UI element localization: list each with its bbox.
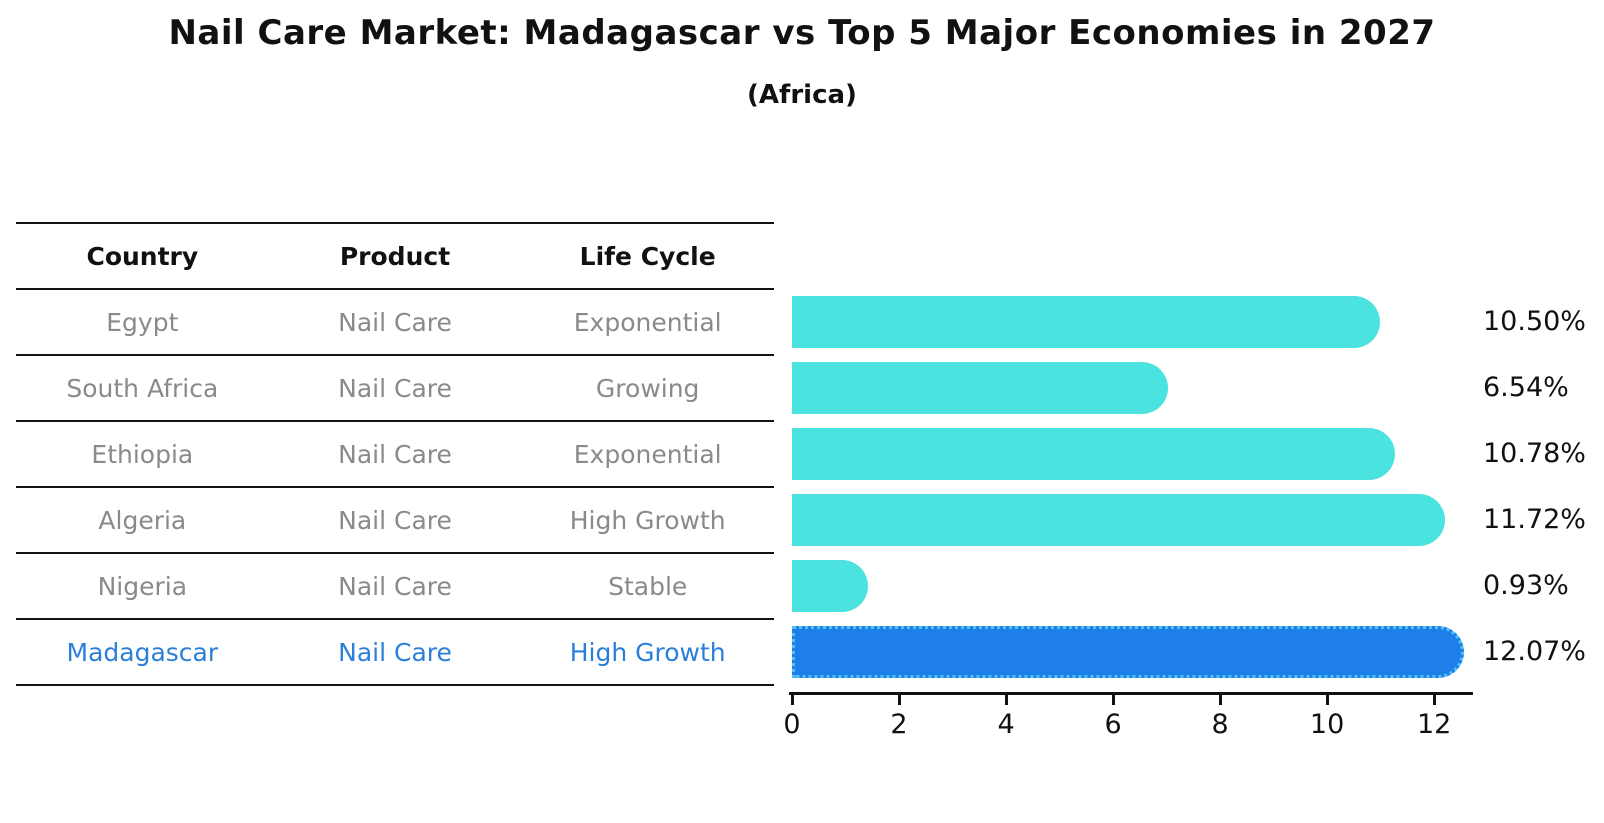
x-tick-mark-12 bbox=[1432, 695, 1436, 705]
x-tick-mark-10 bbox=[1325, 695, 1329, 705]
cell-life-cycle: Exponential bbox=[573, 307, 722, 337]
x-tick-label-8: 8 bbox=[1211, 709, 1229, 740]
table-row: South Africa Nail Care Growing bbox=[16, 356, 774, 422]
bar-ethiopia bbox=[792, 428, 1395, 480]
x-axis-line bbox=[789, 692, 1473, 695]
bar-plot: 10.50% 6.54% 10.78% 11.72% 0.93% 12.07% 0 2 4 6 8 1… bbox=[783, 271, 1586, 740]
cell-product: Nail Care bbox=[338, 373, 452, 403]
value-label-egypt: 10.50% bbox=[1483, 306, 1586, 337]
bar-egypt bbox=[792, 296, 1380, 348]
chart-subtitle: (Africa) bbox=[747, 80, 857, 110]
x-tick-mark-0 bbox=[790, 695, 794, 705]
value-label-algeria: 11.72% bbox=[1483, 504, 1586, 535]
value-label-nigeria: 0.93% bbox=[1483, 570, 1569, 601]
cell-product: Nail Care bbox=[338, 307, 452, 337]
cell-life-cycle: Stable bbox=[608, 571, 688, 601]
table-header-row: Country Product Life Cycle bbox=[16, 224, 774, 290]
cell-product: Nail Care bbox=[338, 439, 452, 469]
bar-nigeria bbox=[792, 560, 868, 612]
x-tick-label-0: 0 bbox=[783, 709, 801, 740]
x-tick-label-2: 2 bbox=[890, 709, 908, 740]
bar-south-africa bbox=[792, 362, 1168, 414]
cell-country: Algeria bbox=[98, 505, 187, 535]
value-label-madagascar: 12.07% bbox=[1483, 636, 1586, 667]
cell-life-cycle: High Growth bbox=[569, 637, 726, 667]
x-tick-mark-2 bbox=[897, 695, 901, 705]
cell-country: South Africa bbox=[66, 373, 219, 403]
x-tick-label-12: 12 bbox=[1416, 709, 1452, 740]
cell-country: Madagascar bbox=[66, 637, 219, 667]
x-tick-mark-4 bbox=[1004, 695, 1008, 705]
cell-country: Egypt bbox=[106, 307, 179, 337]
cell-product: Nail Care bbox=[338, 571, 452, 601]
table-row: Nigeria Nail Care Stable bbox=[16, 554, 774, 620]
bar-madagascar bbox=[792, 626, 1464, 678]
x-tick-label-6: 6 bbox=[1104, 709, 1122, 740]
country-table: Country Product Life Cycle Egypt Nail Ca… bbox=[16, 222, 774, 686]
table-row: Ethiopia Nail Care Exponential bbox=[16, 422, 774, 488]
cell-product: Nail Care bbox=[338, 505, 452, 535]
x-tick-mark-6 bbox=[1111, 695, 1115, 705]
x-tick-label-10: 10 bbox=[1309, 709, 1345, 740]
chart-title: Nail Care Market: Madagascar vs Top 5 Ma… bbox=[168, 13, 1436, 53]
cell-product: Nail Care bbox=[338, 637, 452, 667]
column-header-life-cycle: Life Cycle bbox=[579, 241, 716, 271]
table-row-highlighted: Madagascar Nail Care High Growth bbox=[16, 620, 774, 686]
cell-country: Ethiopia bbox=[91, 439, 194, 469]
value-label-south-africa: 6.54% bbox=[1483, 372, 1569, 403]
x-tick-mark-8 bbox=[1218, 695, 1222, 705]
value-label-ethiopia: 10.78% bbox=[1483, 438, 1586, 469]
table-row: Algeria Nail Care High Growth bbox=[16, 488, 774, 554]
cell-life-cycle: High Growth bbox=[569, 505, 726, 535]
cell-life-cycle: Exponential bbox=[573, 439, 722, 469]
cell-life-cycle: Growing bbox=[595, 373, 700, 403]
cell-country: Nigeria bbox=[97, 571, 188, 601]
column-header-product: Product bbox=[339, 241, 451, 271]
x-tick-label-4: 4 bbox=[997, 709, 1015, 740]
table-row: Egypt Nail Care Exponential bbox=[16, 290, 774, 356]
column-header-country: Country bbox=[86, 241, 199, 271]
bar-algeria bbox=[792, 494, 1446, 546]
